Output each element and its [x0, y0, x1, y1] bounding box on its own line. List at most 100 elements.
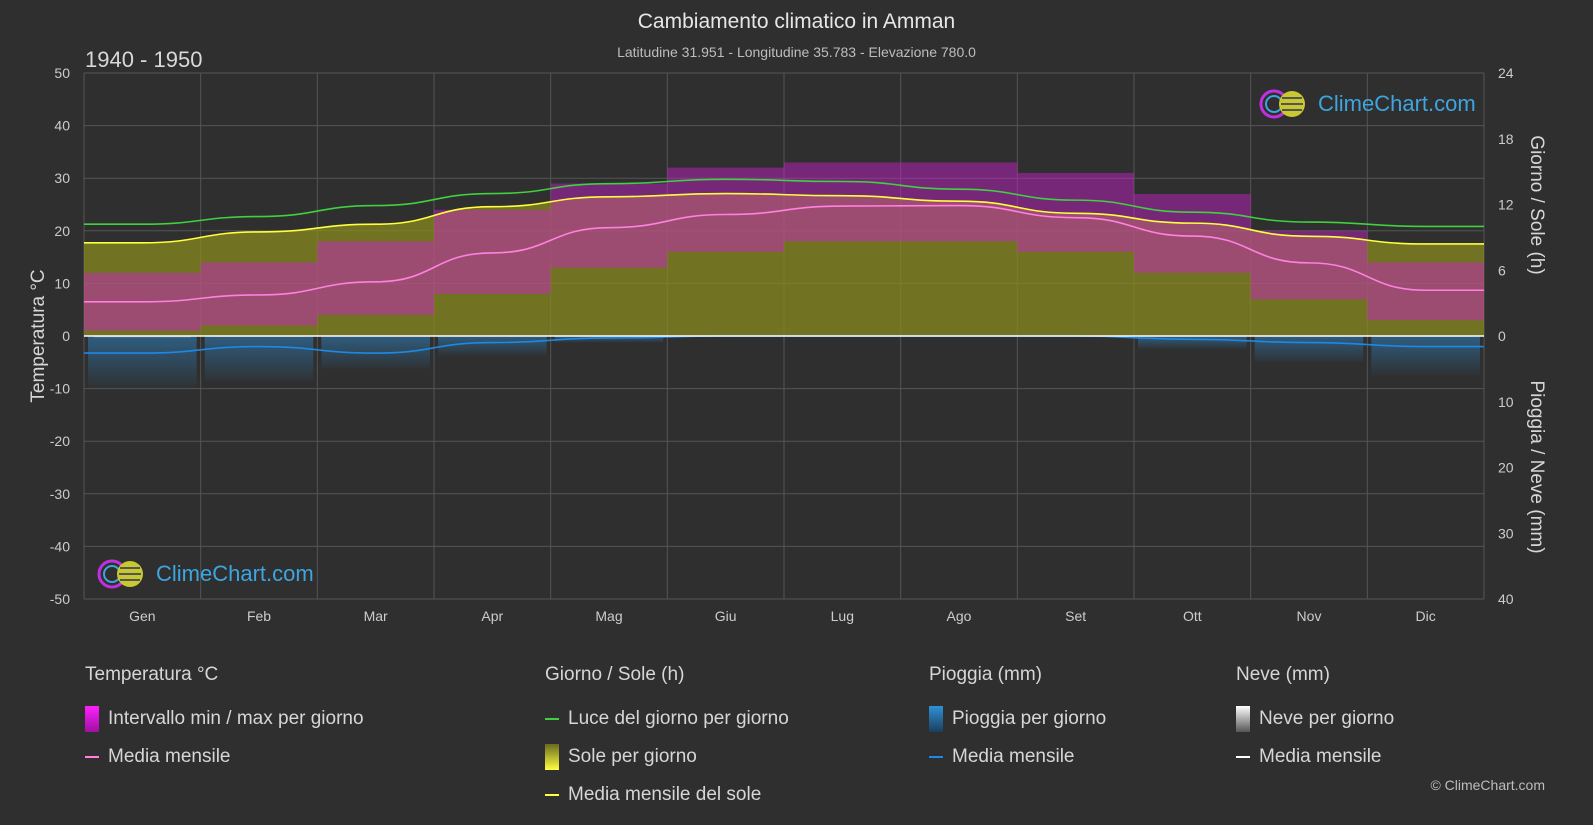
legend-label: Intervallo min / max per giorno: [108, 708, 364, 729]
y-tick-label-right-top: 0: [1498, 328, 1506, 344]
y-tick-label-right-top: 24: [1498, 65, 1514, 81]
y-tick-label-left: -50: [50, 591, 70, 607]
x-tick-label: Dic: [1416, 608, 1436, 624]
legend-sun: Giorno / Sole (h) Luce del giorno per gi…: [545, 664, 789, 814]
y-tick-label-left: 10: [54, 275, 70, 291]
temp-range-bar: [667, 167, 784, 252]
rain-mean-swatch: [929, 756, 943, 758]
rain-swatch: [929, 706, 943, 732]
temp-range-bar: [317, 241, 434, 315]
legend-label: Media mensile del sole: [568, 784, 762, 805]
y-tick-label-left: -10: [50, 381, 70, 397]
legend-label: Pioggia per giorno: [952, 708, 1107, 729]
y-tick-label-left: -20: [50, 433, 70, 449]
legend-temperature: Temperatura °C Intervallo min / max per …: [85, 664, 364, 776]
legend-item: Luce del giorno per giorno: [545, 700, 789, 738]
temp-range-bar: [200, 262, 318, 326]
rain-bar: [438, 336, 547, 356]
y-tick-label-right-top: 12: [1498, 197, 1514, 213]
legend-item: Media mensile: [1236, 738, 1394, 776]
sunshine-mean-swatch: [545, 794, 559, 796]
daylight-line: [84, 178, 1485, 228]
logo-text: ClimeChart.com: [156, 561, 314, 586]
legend-label: Media mensile: [952, 746, 1075, 767]
temp-range-swatch: [85, 706, 99, 732]
legend-item: Media mensile: [929, 738, 1106, 776]
legend-item: Neve per giorno: [1236, 700, 1394, 738]
y-tick-label-left: -40: [50, 538, 70, 554]
x-tick-label: Set: [1065, 608, 1086, 624]
legend-temperature-title: Temperatura °C: [85, 664, 219, 685]
logo-text: ClimeChart.com: [1318, 91, 1476, 116]
y-tick-label-right-top: 18: [1498, 131, 1514, 147]
climechart-logo-icon: [97, 559, 143, 589]
x-tick-label: Gen: [129, 608, 155, 624]
y-tick-label-left: 0: [62, 328, 70, 344]
rain-bar: [88, 336, 197, 389]
y-tick-label-right-bottom: 30: [1498, 525, 1514, 541]
chart-subtitle: Latitudine 31.951 - Longitudine 35.783 -…: [617, 44, 976, 60]
rain-bar: [1371, 336, 1480, 376]
legend-rain-title: Pioggia (mm): [929, 664, 1042, 685]
x-tick-label: Lug: [831, 608, 854, 624]
x-tick-label: Ago: [947, 608, 972, 624]
y-tick-label-left: 40: [54, 118, 70, 134]
temp-range-bar: [1134, 193, 1251, 273]
legend-label: Neve per giorno: [1259, 708, 1395, 729]
legend-item: Media mensile del sole: [545, 776, 789, 814]
y-tick-label-right-bottom: 40: [1498, 591, 1514, 607]
y-tick-label-right-bottom: 10: [1498, 394, 1514, 410]
temp-mean-line: [84, 204, 1484, 303]
temp-range-bar: [1250, 230, 1368, 300]
axes: 50 40 30 20 10 0 -10 -20 -30 -40 -50 24 18 12 6 0 10 20 30…: [50, 65, 1514, 624]
y-axis-right-bottom-label: Pioggia / Neve (mm): [1526, 380, 1547, 553]
legend-snow: Neve (mm) Neve per giorno Media mensile: [1236, 664, 1394, 776]
y-tick-label-left: 30: [54, 170, 70, 186]
legend-label: Media mensile: [108, 746, 231, 767]
logo-bottom[interactable]: ClimeChart.com: [96, 558, 314, 590]
rain-bar: [204, 336, 314, 383]
x-tick-label: Apr: [481, 608, 503, 624]
x-tick-label: Mag: [595, 608, 622, 624]
legend-item: Pioggia per giorno: [929, 700, 1106, 738]
y-tick-label-left: 50: [54, 65, 70, 81]
sunshine-swatch: [545, 744, 559, 770]
daylight-swatch: [545, 718, 559, 720]
sunshine-mean-line: [84, 192, 1484, 245]
copyright: © ClimeChart.com: [1430, 777, 1545, 793]
rain-bar: [554, 336, 664, 343]
legend-label: Sole per giorno: [568, 746, 697, 767]
temp-range-bar: [1017, 172, 1134, 252]
y-tick-label-left: -30: [50, 486, 70, 502]
y-tick-label-right-bottom: 20: [1498, 460, 1514, 476]
y-axis-left-label: Temperatura °C: [28, 269, 49, 402]
chart-title: Cambiamento climatico in Amman: [637, 10, 956, 33]
x-tick-label: Ott: [1183, 608, 1202, 624]
rain-bar: [1254, 336, 1364, 363]
snow-swatch: [1236, 706, 1250, 732]
logo-top[interactable]: ClimeChart.com: [1258, 88, 1476, 120]
legend-item: Sole per giorno: [545, 738, 789, 776]
sunshine-area: [84, 193, 1484, 336]
legend-item: Intervallo min / max per giorno: [85, 700, 364, 738]
temp-range-bar: [784, 162, 901, 242]
legend-rain: Pioggia (mm) Pioggia per giorno Media me…: [929, 664, 1106, 776]
temp-mean-swatch: [85, 756, 99, 758]
temp-range-bar: [434, 209, 551, 294]
period-label: 1940 - 1950: [85, 47, 203, 72]
legend-snow-title: Neve (mm): [1236, 664, 1330, 685]
legend-sun-title: Giorno / Sole (h): [545, 664, 685, 685]
y-tick-label-left: 20: [54, 223, 70, 239]
legend-item: Media mensile: [85, 738, 364, 776]
x-tick-label: Giu: [715, 608, 737, 624]
climechart-logo-icon: [1259, 89, 1305, 119]
legend-label: Media mensile: [1259, 746, 1382, 767]
chart-marks: [84, 162, 1485, 389]
x-tick-label: Feb: [247, 608, 271, 624]
x-tick-label: Nov: [1297, 608, 1322, 624]
legend-label: Luce del giorno per giorno: [568, 708, 789, 729]
temp-range-bar: [1367, 262, 1484, 321]
y-axis-right-top-label: Giorno / Sole (h): [1526, 135, 1547, 274]
snow-mean-swatch: [1236, 756, 1250, 758]
